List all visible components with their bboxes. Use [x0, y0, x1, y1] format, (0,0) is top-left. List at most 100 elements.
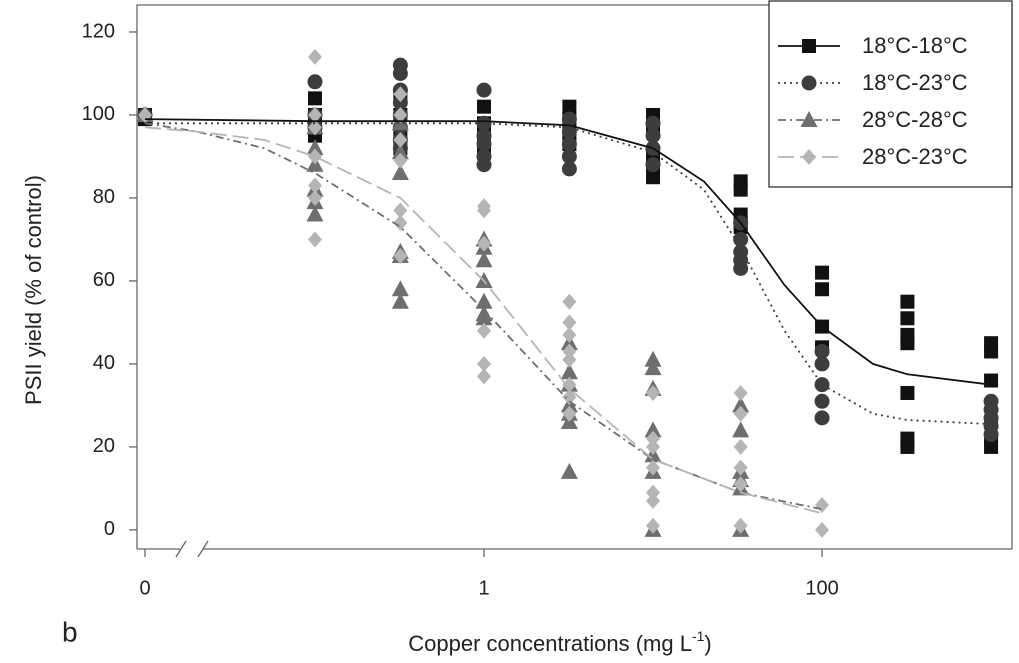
point [476, 82, 492, 98]
legend-marker [802, 39, 816, 53]
point [477, 202, 492, 219]
y-axis-label: PSII yield (% of control) [21, 175, 46, 405]
point [733, 459, 748, 476]
y-tick-label: 120 [82, 20, 115, 42]
point [814, 377, 830, 393]
point [814, 410, 830, 426]
point [561, 161, 577, 177]
panel-label: b [62, 616, 78, 647]
point [391, 280, 409, 297]
point [900, 439, 915, 454]
point [307, 119, 322, 136]
point [562, 351, 577, 368]
x-label-end: ) [704, 631, 711, 656]
point [644, 350, 662, 367]
plot-frame [136, 4, 1013, 549]
point [733, 476, 748, 493]
point [733, 384, 748, 401]
y-tick-label: 80 [93, 186, 115, 208]
point [476, 115, 492, 131]
legend-label: 28°C-28°C [862, 107, 968, 132]
point [393, 214, 408, 231]
point [732, 396, 750, 413]
point [562, 405, 577, 422]
point [391, 143, 409, 160]
fit-curve [144, 118, 992, 386]
point [900, 311, 915, 326]
point [477, 235, 492, 252]
x-axis-label: Copper concentrations (mg L-1) [408, 628, 711, 656]
point [477, 368, 492, 385]
point [393, 248, 408, 265]
point [900, 385, 915, 400]
point [392, 65, 408, 81]
y-tick-label: 0 [104, 518, 115, 540]
point [562, 376, 577, 393]
point [306, 139, 324, 156]
point [900, 294, 915, 309]
point [815, 521, 830, 538]
point [644, 359, 662, 376]
x-label-main: Copper concentrations (mg L [408, 631, 692, 656]
point [646, 492, 661, 509]
legend-label: 18°C-18°C [862, 33, 968, 58]
point [646, 517, 661, 534]
point [646, 438, 661, 455]
point [393, 202, 408, 219]
point [393, 152, 408, 169]
point [645, 115, 661, 131]
point [733, 260, 749, 276]
point [391, 164, 409, 181]
point [815, 497, 830, 514]
point [814, 343, 830, 359]
point [562, 389, 577, 406]
point [391, 292, 409, 309]
point [560, 462, 578, 479]
y-tick-label: 20 [93, 435, 115, 457]
legend-label: 18°C-23°C [862, 70, 968, 95]
x-label-sup: -1 [692, 628, 705, 644]
point [733, 517, 748, 534]
point [393, 106, 408, 123]
fit-curve [144, 122, 823, 511]
point [561, 136, 577, 152]
point [815, 282, 830, 297]
point [307, 74, 323, 90]
point [646, 430, 661, 447]
point [562, 314, 577, 331]
point [477, 322, 492, 339]
point [561, 111, 577, 127]
point [646, 459, 661, 476]
legend-marker [802, 149, 816, 165]
legend-label: 28°C-23°C [862, 144, 968, 169]
point [562, 326, 577, 343]
point [646, 484, 661, 501]
point [562, 293, 577, 310]
point [307, 91, 322, 106]
point [733, 182, 748, 197]
point [392, 95, 408, 111]
point [815, 265, 830, 280]
point [814, 393, 830, 409]
point [733, 405, 748, 422]
point [562, 99, 577, 114]
point [984, 373, 999, 388]
point [307, 148, 322, 165]
point [306, 205, 324, 222]
point [477, 99, 492, 114]
point [646, 384, 661, 401]
point [900, 336, 915, 351]
point [733, 438, 748, 455]
point [475, 251, 493, 268]
y-tick-label: 100 [82, 103, 115, 125]
point [983, 426, 999, 442]
point [560, 363, 578, 380]
axis-break [175, 540, 187, 558]
x-tick-label: 1 [478, 577, 489, 599]
point [476, 136, 492, 152]
y-tick-label: 60 [93, 269, 115, 291]
point [307, 189, 322, 206]
point [307, 48, 322, 65]
